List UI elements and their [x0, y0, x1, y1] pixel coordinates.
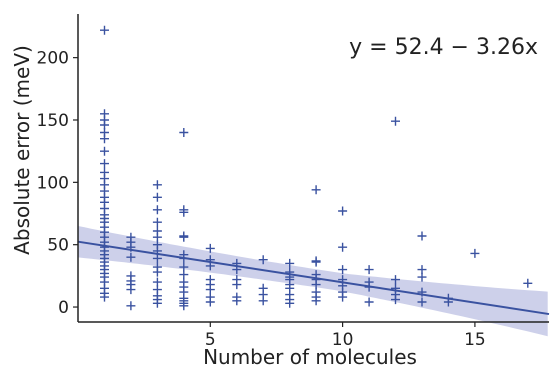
data-point — [100, 159, 109, 169]
data-point — [338, 265, 348, 275]
data-point — [338, 242, 348, 252]
data-point — [152, 217, 162, 227]
data-point — [311, 257, 321, 267]
data-point — [179, 207, 189, 217]
data-point — [364, 297, 374, 307]
regression-line — [77, 240, 550, 316]
data-point — [205, 243, 215, 253]
y-tick-label: 50 — [47, 236, 69, 256]
data-point — [152, 267, 162, 277]
x-tick-label: 10 — [332, 330, 354, 350]
data-point — [232, 280, 242, 290]
data-point — [391, 275, 400, 285]
data-point — [152, 205, 162, 215]
data-point — [417, 297, 427, 307]
data-point — [258, 296, 268, 306]
y-tick-label: 100 — [37, 173, 69, 193]
data-point — [338, 206, 348, 216]
data-point — [179, 232, 189, 242]
data-point — [391, 295, 400, 305]
data-point — [100, 25, 109, 35]
data-point — [126, 252, 136, 262]
data-point — [364, 265, 374, 275]
data-point — [179, 128, 189, 137]
x-tick-label: 5 — [205, 330, 216, 350]
data-point — [523, 278, 533, 288]
regression-equation: y = 52.4 − 3.26x — [349, 35, 538, 60]
data-point — [417, 272, 427, 282]
data-point — [338, 292, 348, 302]
data-point — [126, 285, 136, 295]
data-point — [152, 192, 162, 202]
data-point — [391, 116, 400, 126]
data-point — [311, 296, 321, 306]
x-tick-label: 15 — [464, 330, 486, 350]
data-point — [152, 253, 162, 263]
data-point — [470, 248, 480, 258]
data-point — [152, 180, 162, 190]
data-point — [152, 298, 162, 308]
data-point — [285, 258, 295, 268]
y-tick-label: 0 — [58, 298, 69, 318]
data-point — [179, 301, 189, 311]
x-axis-label: Number of molecules — [203, 345, 417, 369]
confidence-band — [78, 226, 548, 337]
data-point — [417, 231, 427, 241]
data-point — [100, 134, 109, 144]
data-point — [205, 297, 215, 307]
data-point — [232, 296, 242, 306]
y-axis-label: Absolute error (meV) — [10, 45, 34, 255]
data-point — [126, 301, 136, 311]
y-tick-label: 150 — [37, 111, 69, 131]
data-point — [100, 292, 109, 302]
data-point — [100, 146, 109, 156]
y-tick-label: 200 — [37, 49, 69, 69]
data-point — [311, 185, 321, 195]
data-point — [285, 298, 295, 308]
data-point — [258, 255, 268, 265]
